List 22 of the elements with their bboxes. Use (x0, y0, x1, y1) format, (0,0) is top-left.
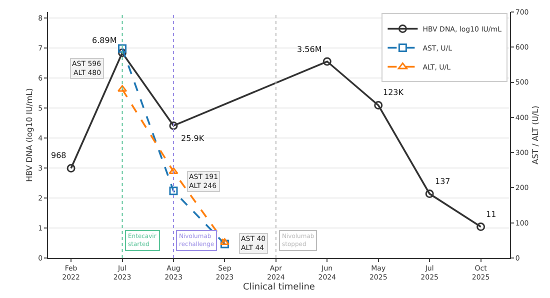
x-axis-title: Clinical timeline (243, 282, 316, 292)
annotation: 137 (435, 177, 450, 186)
point (168, 167, 178, 174)
point (169, 121, 178, 130)
point (476, 222, 486, 232)
point (169, 186, 178, 196)
y2-axis-title: AST / ALT (U/L) (530, 106, 540, 164)
annotation: 11 (486, 210, 496, 219)
annotation: 968 (51, 151, 66, 160)
point (118, 48, 127, 58)
point (322, 57, 332, 66)
annotation: 3.56M (297, 45, 322, 54)
point (66, 164, 76, 173)
point (220, 238, 230, 246)
y-axis-title: HBV DNA (log10 IU/mL) (24, 88, 34, 182)
annotation: 123K (383, 88, 404, 97)
point (374, 101, 383, 110)
point (425, 190, 434, 198)
annotation: 6.89M (92, 36, 117, 45)
point (118, 44, 127, 53)
point (220, 240, 229, 248)
annotation: 25.9K (181, 134, 205, 143)
